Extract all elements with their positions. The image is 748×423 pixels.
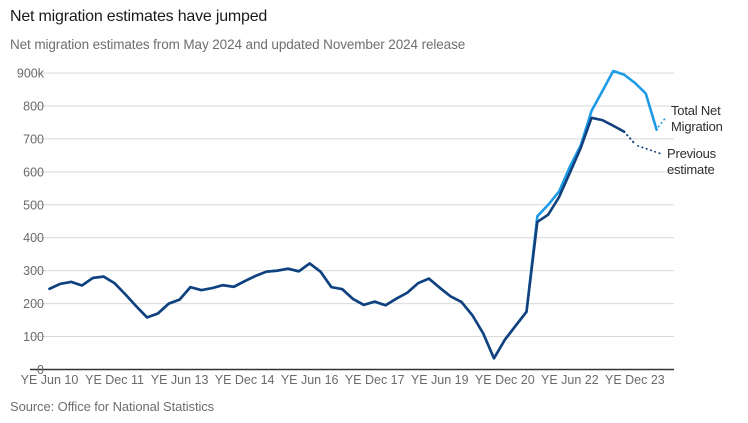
y-tick-label: 900k xyxy=(17,67,45,81)
source-note: Source: Office for National Statistics xyxy=(10,399,215,414)
x-tick-label: YE Dec 14 xyxy=(215,373,275,387)
x-tick-label: YE Dec 20 xyxy=(475,373,535,387)
legend-previous-line1: Previous xyxy=(667,146,716,161)
y-tick-label: 0 xyxy=(37,363,44,377)
legend-total-line1: Total Net xyxy=(671,103,721,118)
legend-previous-estimate: Previous estimate xyxy=(667,146,716,178)
y-tick-label: 200 xyxy=(23,297,44,311)
x-tick-label: YE Jun 22 xyxy=(541,373,599,387)
previous-leader-line xyxy=(637,144,664,156)
y-tick-label: 100 xyxy=(23,330,44,344)
chart-title: Net migration estimates have jumped xyxy=(10,8,268,25)
y-tick-label: 500 xyxy=(23,198,44,212)
x-tick-label: YE Jun 19 xyxy=(411,373,469,387)
legend-total-net-migration: Total Net Migration xyxy=(671,103,723,135)
y-tick-label: 400 xyxy=(23,231,44,245)
total-net-migration-line xyxy=(48,69,658,360)
chart-subtitle: Net migration estimates from May 2024 an… xyxy=(10,37,466,52)
y-tick-label: 300 xyxy=(23,264,44,278)
legend-total-line2: Migration xyxy=(671,119,723,134)
x-tick-label: YE Jun 10 xyxy=(21,373,79,387)
x-tick-label: YE Dec 23 xyxy=(605,373,665,387)
previous-estimate-dotted-tail xyxy=(623,130,636,145)
x-tick-label: YE Dec 17 xyxy=(345,373,405,387)
legend-previous-line2: estimate xyxy=(667,162,715,177)
x-tick-label: YE Jun 16 xyxy=(281,373,339,387)
y-tick-label: 800 xyxy=(23,99,44,113)
total-leader-line xyxy=(657,115,668,128)
y-tick-label: 600 xyxy=(23,165,44,179)
x-tick-label: YE Dec 11 xyxy=(85,373,144,387)
y-tick-label: 700 xyxy=(23,132,44,146)
x-tick-label: YE Jun 13 xyxy=(151,373,209,387)
previous-estimate-line xyxy=(48,116,626,360)
